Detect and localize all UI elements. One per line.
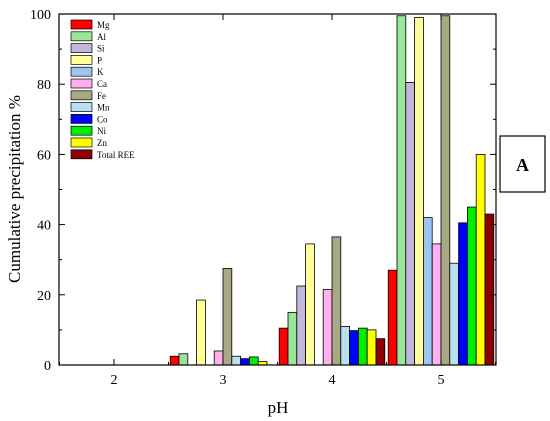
bar-p-ph-4 bbox=[305, 243, 315, 366]
legend-swatch-si bbox=[70, 43, 93, 53]
legend-label: Fe bbox=[97, 91, 106, 101]
x-axis-title: pH bbox=[268, 398, 289, 417]
bar-fe-ph-4 bbox=[331, 236, 342, 366]
legend-swatch-mg bbox=[70, 19, 93, 30]
bar-zn-ph-5 bbox=[475, 153, 486, 366]
bar-total-ree-ph-4 bbox=[375, 338, 386, 366]
bar-ni-ph-3 bbox=[248, 356, 259, 366]
x-tick-label: 2 bbox=[111, 373, 118, 388]
bar-mg-ph-4 bbox=[278, 327, 289, 366]
legend-swatch-fe bbox=[70, 90, 93, 101]
y-tick-label: 60 bbox=[37, 148, 51, 163]
bar-co-ph-5 bbox=[458, 222, 468, 366]
bar-ca-ph-3 bbox=[213, 350, 224, 366]
bar-ca-ph-5 bbox=[431, 243, 442, 366]
legend-label: Al bbox=[97, 32, 106, 42]
panel-label-box: A bbox=[499, 135, 546, 193]
bar-k-ph-5 bbox=[422, 217, 433, 366]
y-tick-label: 40 bbox=[37, 219, 51, 234]
legend-label: Mn bbox=[97, 103, 110, 113]
bar-zn-ph-4 bbox=[366, 329, 377, 366]
legend-swatch-ni bbox=[70, 125, 93, 136]
bar-mn-ph-3 bbox=[231, 355, 242, 366]
legend-label: K bbox=[97, 67, 104, 77]
bar-p-ph-5 bbox=[414, 17, 424, 366]
y-axis-title: Cumulative precipitation % bbox=[5, 95, 24, 283]
bar-si-ph-5 bbox=[405, 82, 415, 366]
bar-al-ph-5 bbox=[396, 15, 407, 366]
legend-swatch-zn bbox=[70, 137, 93, 148]
bar-ca-ph-4 bbox=[322, 289, 333, 366]
legend-label: Total REE bbox=[97, 150, 135, 160]
bar-mn-ph-4 bbox=[340, 325, 350, 366]
legend-swatch-total-ree bbox=[70, 149, 93, 160]
legend-swatch-p bbox=[70, 55, 93, 65]
y-tick-label: 80 bbox=[37, 78, 51, 93]
legend-label: P bbox=[97, 55, 102, 65]
y-tick-label: 100 bbox=[30, 8, 51, 23]
bar-co-ph-4 bbox=[349, 330, 359, 366]
bar-mg-ph-5 bbox=[387, 269, 398, 366]
plot-frame bbox=[58, 13, 497, 366]
panel-label: A bbox=[516, 155, 529, 175]
legend-label: Mg bbox=[97, 20, 110, 30]
legend-swatch-co bbox=[70, 114, 93, 124]
legend-label: Ca bbox=[97, 79, 107, 89]
x-tick-label: 4 bbox=[329, 373, 336, 388]
legend-swatch-al bbox=[70, 31, 93, 42]
bar-ni-ph-5 bbox=[466, 206, 477, 366]
bar-mg-ph-3 bbox=[169, 355, 180, 366]
bar-fe-ph-3 bbox=[222, 268, 233, 366]
x-tick-label: 3 bbox=[220, 373, 227, 388]
legend-swatch-k bbox=[70, 66, 93, 77]
bar-ni-ph-4 bbox=[357, 327, 368, 366]
legend-label: Co bbox=[97, 114, 108, 124]
bar-al-ph-3 bbox=[178, 353, 189, 366]
legend-label: Si bbox=[97, 44, 105, 54]
bar-co-ph-3 bbox=[240, 358, 250, 366]
axes-group: 0 20 40 60 80 100 2 3 4 5 bbox=[30, 8, 496, 388]
y-tick-label: 0 bbox=[44, 359, 51, 374]
bar-fe-ph-5 bbox=[440, 15, 451, 366]
legend-swatch-mn bbox=[70, 102, 93, 112]
bar-total-ree-ph-5 bbox=[484, 213, 495, 366]
x-tick-label: 5 bbox=[438, 373, 445, 388]
legend-label: Ni bbox=[97, 126, 106, 136]
bar-al-ph-4 bbox=[287, 311, 298, 366]
bar-si-ph-4 bbox=[296, 285, 306, 366]
legend-label: Zn bbox=[97, 138, 107, 148]
bar-p-ph-3 bbox=[196, 299, 206, 366]
bar-mn-ph-5 bbox=[449, 262, 459, 366]
bars-group bbox=[169, 15, 495, 366]
legend-swatch-ca bbox=[70, 78, 93, 89]
y-tick-label: 20 bbox=[37, 289, 51, 304]
